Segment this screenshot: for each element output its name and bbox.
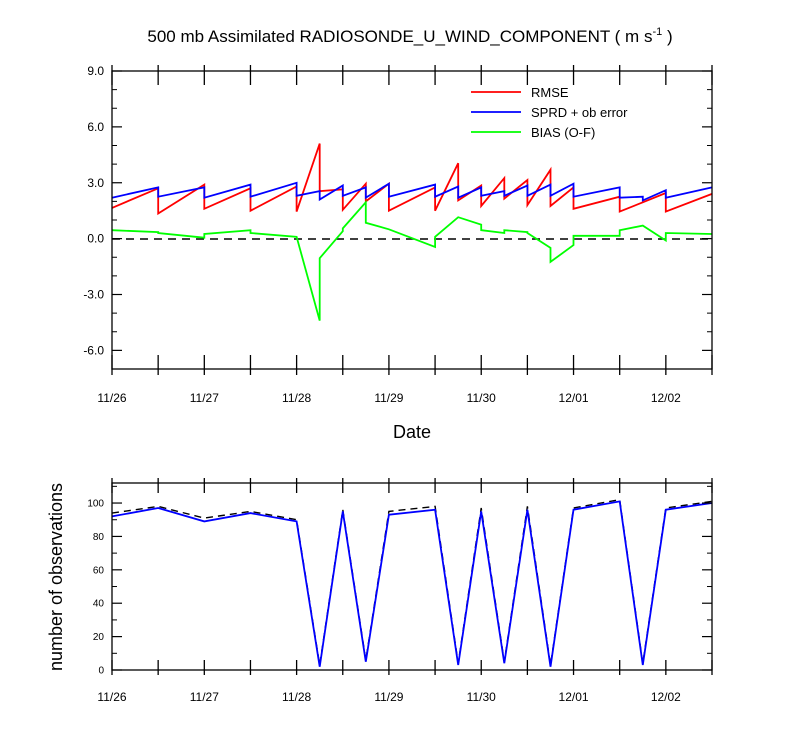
top-chart-panel: 9.0 6.0 3.0 0.0 -3.0 -6.0 11/26 11/27 11/28 11/29… — [83, 64, 713, 442]
x-tick-label: 11/26 — [97, 391, 126, 405]
series-line-sprd-ob-error — [111, 181, 713, 202]
x-tick-label: 11/30 — [467, 391, 496, 405]
series-line-rmse — [111, 143, 713, 216]
y-tick-label: 0.0 — [87, 232, 104, 246]
legend-label-bias-o-f: BIAS (O-F) — [531, 125, 595, 140]
chart-title-main: 500 mb Assimilated RADIOSONDE_U_WIND_COM… — [147, 27, 652, 46]
obs-x-tick-label: 11/27 — [190, 690, 219, 704]
obs-y-tick-label: 80 — [93, 532, 105, 543]
obs-x-tick-label: 11/28 — [282, 690, 311, 704]
y-tick-label: 9.0 — [87, 64, 104, 78]
obs-x-tick-label: 12/02 — [651, 690, 681, 704]
x-tick-label: 12/01 — [559, 391, 589, 405]
bottom-chart-panel: 100 80 60 40 20 0 11/26 11/27 11/28 11/29 11/30 12/… — [46, 478, 713, 704]
series-line-bias-o-f — [111, 199, 713, 321]
obs-x-tick-label: 11/26 — [97, 690, 126, 704]
bottom-series-group — [111, 498, 713, 667]
x-axis-label: Date — [393, 422, 431, 442]
y-tick-label: -6.0 — [83, 343, 104, 357]
obs-y-tick-label: 20 — [93, 632, 105, 643]
y-axis-label-observations: number of observations — [46, 483, 66, 671]
obs-x-tick-label: 12/01 — [559, 690, 589, 704]
y-tick-label: 3.0 — [87, 176, 104, 190]
chart-title-end: ) — [662, 27, 672, 46]
obs-x-tick-label: 11/30 — [467, 690, 496, 704]
x-tick-label: 12/02 — [651, 391, 681, 405]
legend: RMSE SPRD + ob error BIAS (O-F) — [471, 85, 628, 140]
top-ticks-group: 9.0 6.0 3.0 0.0 -3.0 -6.0 11/26 11/27 11/28 11/29… — [83, 64, 713, 405]
chart-title: 500 mb Assimilated RADIOSONDE_U_WIND_COM… — [147, 26, 672, 46]
legend-label-rmse: RMSE — [531, 85, 569, 100]
obs-y-tick-label: 40 — [93, 599, 105, 610]
obs-series-line-used — [111, 500, 713, 667]
y-tick-label: -3.0 — [83, 288, 104, 302]
legend-label-sprd-ob-error: SPRD + ob error — [531, 105, 628, 120]
obs-y-tick-label: 60 — [93, 565, 105, 576]
y-tick-label: 6.0 — [87, 120, 104, 134]
bottom-plot-frame — [111, 482, 713, 671]
top-series-group — [111, 143, 713, 321]
obs-y-tick-label: 100 — [87, 499, 104, 510]
obs-y-tick-label: 0 — [98, 666, 104, 677]
x-tick-label: 11/29 — [374, 391, 403, 405]
obs-x-tick-label: 11/29 — [374, 690, 403, 704]
x-tick-label: 11/27 — [190, 391, 219, 405]
bottom-ticks-group: 100 80 60 40 20 0 11/26 11/27 11/28 11/29 11/30 12/… — [87, 478, 713, 704]
x-tick-label: 11/28 — [282, 391, 311, 405]
chart-title-superscript: -1 — [652, 26, 662, 38]
obs-series-line-possible — [111, 498, 713, 666]
